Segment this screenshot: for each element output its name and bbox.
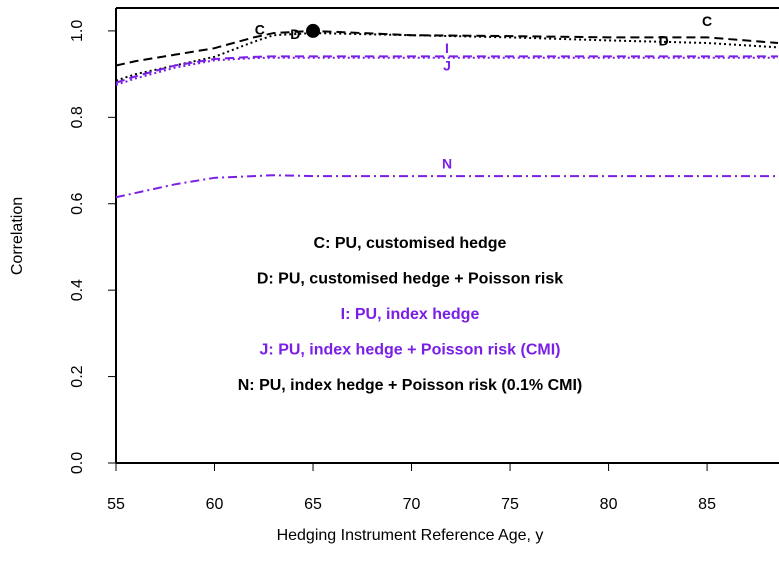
y-tick-label: 0.4: [69, 279, 86, 301]
line-annotation: D: [659, 32, 669, 48]
series-line: [115, 174, 779, 199]
x-tick-label: 70: [403, 496, 421, 513]
line-annotation: C: [255, 22, 265, 38]
series-line: [115, 32, 779, 82]
highlight-point: [306, 23, 321, 38]
series-line: [115, 29, 779, 67]
series-line: [115, 55, 779, 84]
line-annotation: N: [442, 156, 452, 172]
legend-entry: I: PU, index hedge: [341, 306, 480, 323]
x-tick-label: 75: [501, 496, 519, 513]
series-line: [115, 56, 779, 86]
y-tick-label: 0.8: [69, 106, 86, 128]
y-tick-label: 0.2: [69, 365, 86, 387]
y-tick-label: 0.6: [69, 193, 86, 215]
legend-entry: J: PU, index hedge + Poisson risk (CMI): [260, 342, 561, 359]
x-tick-label: 60: [206, 496, 224, 513]
line-annotation: I: [445, 40, 449, 56]
x-tick-label: 55: [107, 496, 125, 513]
x-tick-label: 85: [698, 496, 716, 513]
y-tick-label: 1.0: [69, 20, 86, 42]
x-axis-label: Hedging Instrument Reference Age, y: [277, 527, 544, 544]
legend-entry: N: PU, index hedge + Poisson risk (0.1% …: [238, 377, 583, 394]
x-tick-label: 65: [304, 496, 322, 513]
y-tick-label: 0.0: [69, 452, 86, 474]
legend-entry: C: PU, customised hedge: [314, 235, 507, 252]
line-annotation: J: [443, 57, 451, 73]
y-axis-label: Correlation: [9, 197, 26, 275]
x-tick-label: 80: [600, 496, 618, 513]
line-annotation: C: [702, 13, 712, 29]
line-annotation: D: [290, 26, 300, 42]
legend-entry: D: PU, customised hedge + Poisson risk: [257, 271, 563, 288]
